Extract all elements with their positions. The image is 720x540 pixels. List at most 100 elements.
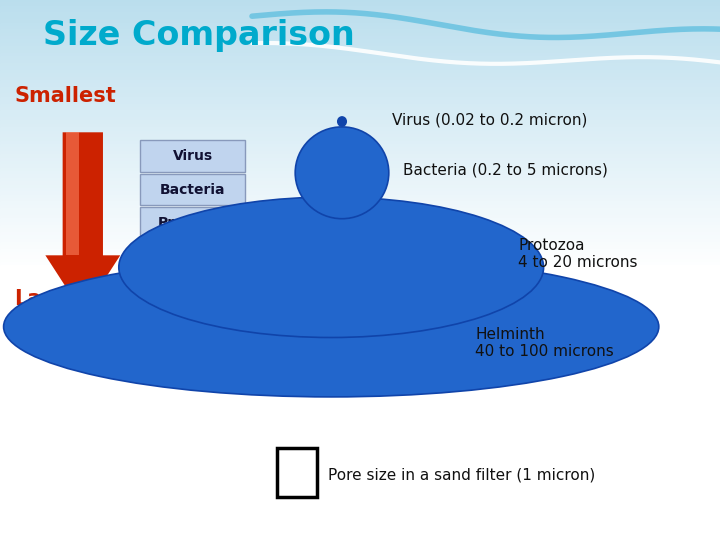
Bar: [0, 16, 720, 20]
Bar: [0, 198, 720, 202]
Bar: [0, 12, 720, 17]
Bar: [0, 9, 720, 14]
Bar: [0, 32, 720, 37]
Polygon shape: [45, 132, 120, 313]
Text: Largest: Largest: [14, 289, 104, 309]
Bar: [0, 73, 720, 78]
Bar: [0, 265, 720, 540]
Bar: [0, 97, 720, 102]
Bar: [0, 19, 720, 24]
Bar: [0, 23, 720, 27]
Bar: [0, 185, 720, 189]
Text: Protozoa
4 to 20 microns: Protozoa 4 to 20 microns: [518, 238, 638, 270]
Bar: [0, 201, 720, 206]
Bar: [0, 120, 720, 125]
Bar: [0, 171, 720, 176]
Text: Virus (0.02 to 0.2 micron): Virus (0.02 to 0.2 micron): [392, 112, 588, 127]
Bar: [0, 56, 720, 60]
Bar: [0, 86, 720, 91]
Bar: [0, 252, 720, 256]
Bar: [0, 208, 720, 213]
Bar: [0, 262, 720, 267]
Bar: [0, 53, 720, 57]
Bar: [0, 127, 720, 132]
Text: Helminth
40 to 100 microns: Helminth 40 to 100 microns: [475, 327, 614, 359]
Bar: [0, 228, 720, 233]
Bar: [0, 90, 720, 94]
Ellipse shape: [4, 256, 659, 397]
Ellipse shape: [337, 116, 347, 127]
FancyBboxPatch shape: [140, 174, 245, 205]
Text: Smallest: Smallest: [14, 86, 116, 106]
Bar: [0, 191, 720, 195]
Ellipse shape: [295, 127, 389, 219]
Bar: [0, 36, 720, 40]
Bar: [0, 46, 720, 51]
Bar: [0, 100, 720, 105]
Bar: [0, 195, 720, 199]
Bar: [0, 178, 720, 183]
Bar: [0, 154, 720, 159]
Bar: [0, 188, 720, 192]
Bar: [0, 140, 720, 145]
Bar: [0, 245, 720, 249]
Bar: [0, 161, 720, 165]
Bar: [0, 29, 720, 33]
Bar: [0, 80, 720, 84]
Bar: [0, 107, 720, 111]
FancyBboxPatch shape: [140, 241, 245, 272]
Bar: [0, 93, 720, 98]
Bar: [0, 174, 720, 179]
Bar: [0, 144, 720, 148]
Bar: [0, 259, 720, 263]
Bar: [0, 124, 720, 128]
Bar: [0, 63, 720, 68]
Bar: [0, 83, 720, 87]
Bar: [0, 164, 720, 168]
Bar: [0, 134, 720, 138]
Bar: [0, 266, 720, 270]
Bar: [0, 5, 720, 10]
Bar: [0, 248, 720, 253]
Bar: [0, 114, 720, 118]
Bar: [0, 77, 720, 81]
Bar: [0, 60, 720, 64]
Bar: [0, 39, 720, 44]
FancyBboxPatch shape: [140, 140, 245, 172]
Ellipse shape: [119, 197, 544, 338]
Bar: [0, 232, 720, 237]
Bar: [0, 66, 720, 71]
Bar: [0, 215, 720, 219]
Bar: [0, 137, 720, 141]
Bar: [0, 158, 720, 162]
Polygon shape: [66, 132, 78, 255]
FancyBboxPatch shape: [140, 207, 245, 239]
Bar: [0, 104, 720, 108]
Bar: [0, 70, 720, 74]
Bar: [0, 26, 720, 30]
Text: Pore size in a sand filter (1 micron): Pore size in a sand filter (1 micron): [328, 468, 595, 483]
Bar: [0, 0, 720, 3]
Bar: [0, 110, 720, 115]
Bar: [0, 242, 720, 246]
Bar: [0, 205, 720, 209]
Bar: [0, 255, 720, 260]
Text: Bacteria (0.2 to 5 microns): Bacteria (0.2 to 5 microns): [403, 163, 608, 178]
Bar: [0, 225, 720, 229]
Text: Helminth: Helminth: [157, 249, 228, 264]
Bar: [0, 239, 720, 243]
Bar: [0, 50, 720, 54]
Bar: [0, 167, 720, 172]
Text: Size Comparison: Size Comparison: [43, 19, 355, 52]
Text: Virus: Virus: [173, 149, 212, 163]
Bar: [0, 43, 720, 47]
Bar: [0, 117, 720, 122]
Bar: [0, 218, 720, 222]
Bar: [0, 235, 720, 240]
Bar: [0, 212, 720, 216]
Bar: [277, 448, 317, 497]
Bar: [0, 147, 720, 152]
Text: Bacteria: Bacteria: [160, 183, 225, 197]
Bar: [0, 2, 720, 6]
Bar: [0, 181, 720, 186]
